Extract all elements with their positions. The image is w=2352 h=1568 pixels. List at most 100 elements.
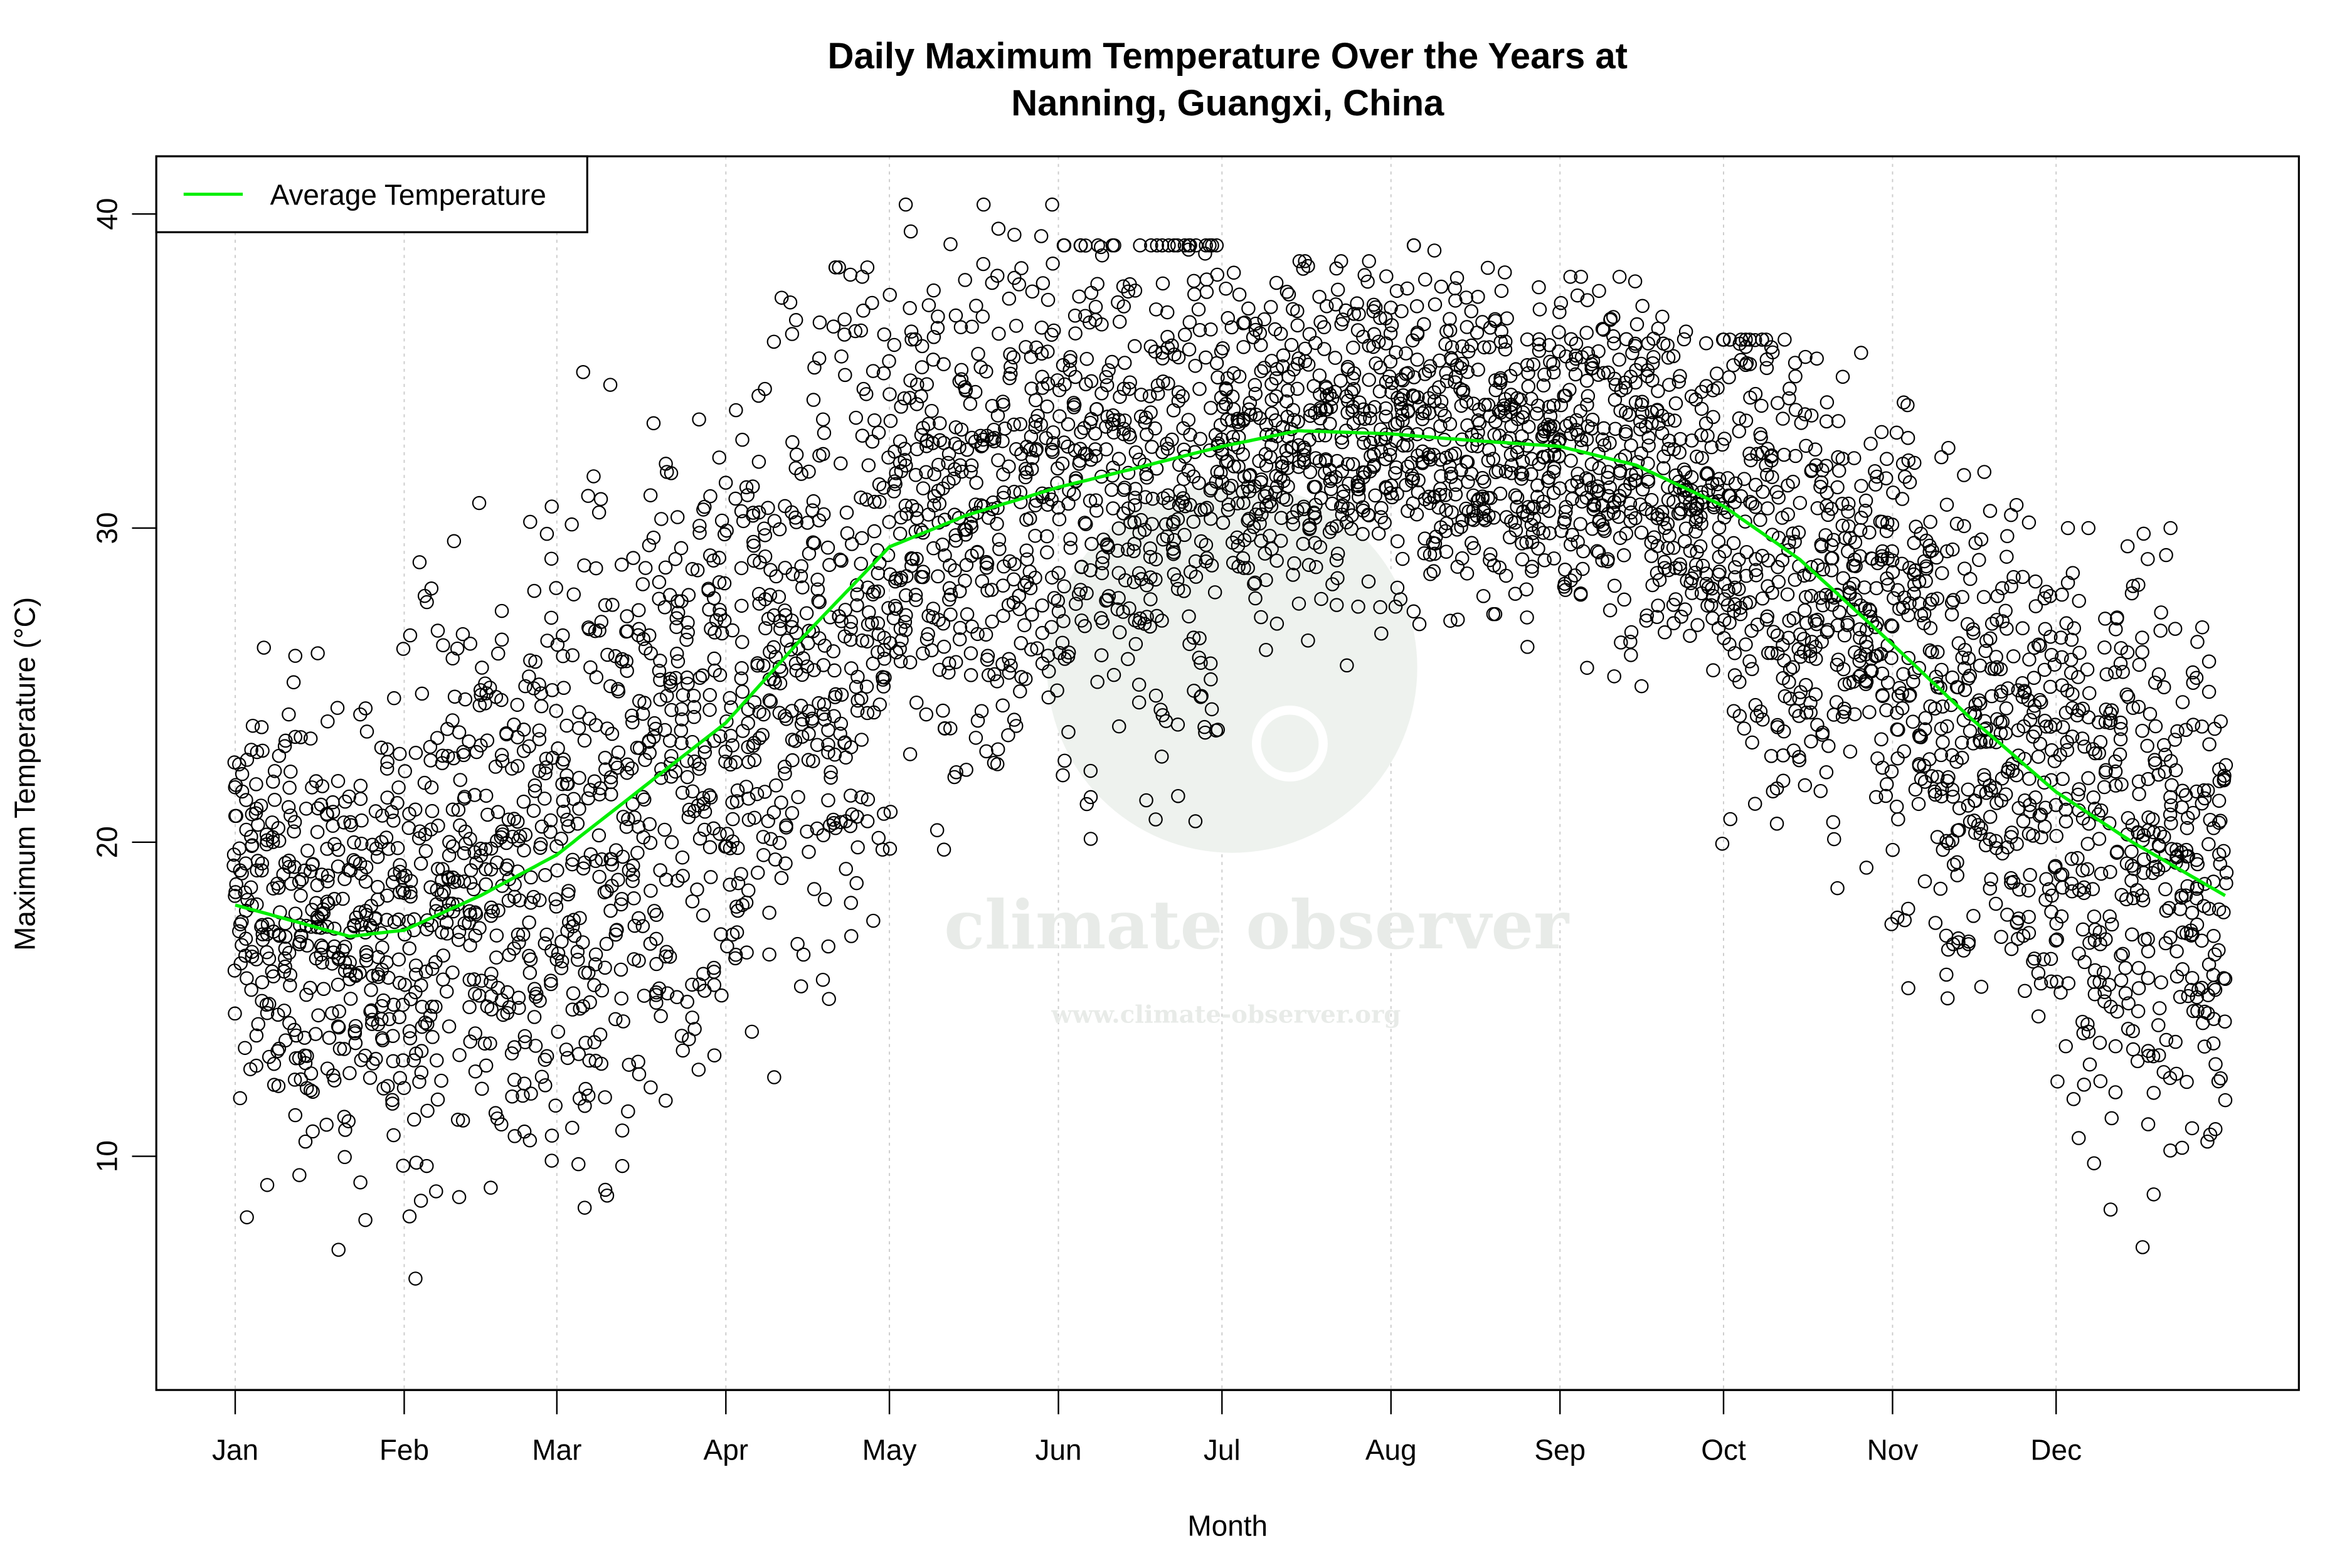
data-point <box>1726 536 1741 551</box>
data-point <box>1290 304 1305 319</box>
data-point <box>839 862 854 876</box>
data-point <box>1879 777 1894 792</box>
data-point <box>1019 543 1034 558</box>
data-point <box>1046 436 1061 450</box>
legend: Average Temperature <box>155 155 588 233</box>
data-point <box>1543 354 1557 369</box>
data-point <box>2170 724 2185 739</box>
data-point <box>565 1120 580 1135</box>
data-point <box>1984 872 1998 887</box>
data-point <box>576 935 590 950</box>
data-point <box>2206 1036 2221 1051</box>
data-point <box>578 1099 592 1113</box>
data-point <box>1480 260 1495 275</box>
data-point <box>288 1108 303 1123</box>
data-point <box>1608 378 1623 392</box>
data-point <box>1525 559 1540 574</box>
data-point <box>1104 482 1119 497</box>
data-point <box>635 790 650 804</box>
data-point <box>751 505 766 520</box>
data-point <box>762 906 776 920</box>
data-point <box>2077 880 2091 895</box>
data-point <box>287 815 302 829</box>
data-point <box>1287 556 1301 571</box>
data-point <box>1194 689 1209 704</box>
x-tick-label: Oct <box>1701 1433 1746 1466</box>
data-point <box>1377 516 1392 530</box>
data-point <box>821 745 835 760</box>
data-point <box>1170 573 1185 588</box>
data-point <box>1383 442 1397 457</box>
data-point <box>578 1081 593 1096</box>
data-point <box>1624 438 1638 453</box>
data-point <box>1099 442 1113 457</box>
data-point <box>1634 525 1649 540</box>
data-point <box>507 718 521 732</box>
data-point <box>1498 334 1513 349</box>
data-point <box>604 787 618 802</box>
data-point <box>1874 732 1888 746</box>
data-point <box>1389 283 1404 299</box>
data-point <box>1547 551 1561 566</box>
data-point <box>1898 469 1912 484</box>
data-point <box>695 668 710 683</box>
data-point <box>619 654 633 669</box>
data-point <box>963 396 978 411</box>
data-point <box>757 521 771 536</box>
data-point <box>370 892 385 907</box>
data-point <box>731 840 745 856</box>
data-point <box>1155 238 1170 253</box>
data-point <box>278 916 293 931</box>
data-point <box>1055 635 1070 650</box>
data-point <box>780 633 794 648</box>
data-point <box>867 494 882 509</box>
data-point <box>1243 408 1258 422</box>
data-point <box>1160 442 1175 456</box>
data-point <box>1254 610 1268 625</box>
data-point <box>1165 517 1180 531</box>
data-point <box>322 1030 337 1045</box>
data-point <box>516 794 531 809</box>
data-point <box>1257 312 1272 327</box>
data-point <box>310 801 326 816</box>
data-point <box>2004 579 2018 594</box>
data-point <box>1641 336 1656 351</box>
data-point <box>817 697 832 712</box>
data-point <box>2132 787 2146 802</box>
data-point <box>1329 553 1344 568</box>
data-point <box>681 625 695 640</box>
data-point <box>1210 267 1225 282</box>
data-point <box>903 655 918 670</box>
data-point <box>1513 465 1528 480</box>
data-point <box>1935 566 1949 581</box>
data-point <box>796 651 810 665</box>
data-point <box>903 747 918 761</box>
data-point <box>1183 427 1197 442</box>
data-point <box>228 808 243 824</box>
data-point <box>1079 797 1094 812</box>
data-point <box>235 866 249 881</box>
data-point <box>300 938 314 953</box>
data-point <box>1573 586 1588 601</box>
data-point <box>660 986 675 1000</box>
data-point <box>1112 314 1127 329</box>
data-point <box>1007 712 1022 727</box>
data-point <box>1254 507 1269 522</box>
data-point <box>1591 545 1606 559</box>
data-point <box>1140 610 1154 624</box>
data-point <box>2131 961 2146 975</box>
data-point <box>889 645 904 660</box>
data-point <box>1710 366 1724 381</box>
data-point <box>512 1000 526 1015</box>
data-point <box>882 354 896 369</box>
data-point <box>1562 383 1577 397</box>
data-point <box>778 766 792 781</box>
data-point <box>1431 501 1446 515</box>
data-point <box>583 660 598 675</box>
data-point <box>1165 432 1179 447</box>
data-point <box>1624 648 1638 662</box>
data-point <box>859 387 874 401</box>
data-point <box>1434 395 1449 409</box>
data-point <box>294 888 308 903</box>
data-point <box>2009 497 2024 512</box>
